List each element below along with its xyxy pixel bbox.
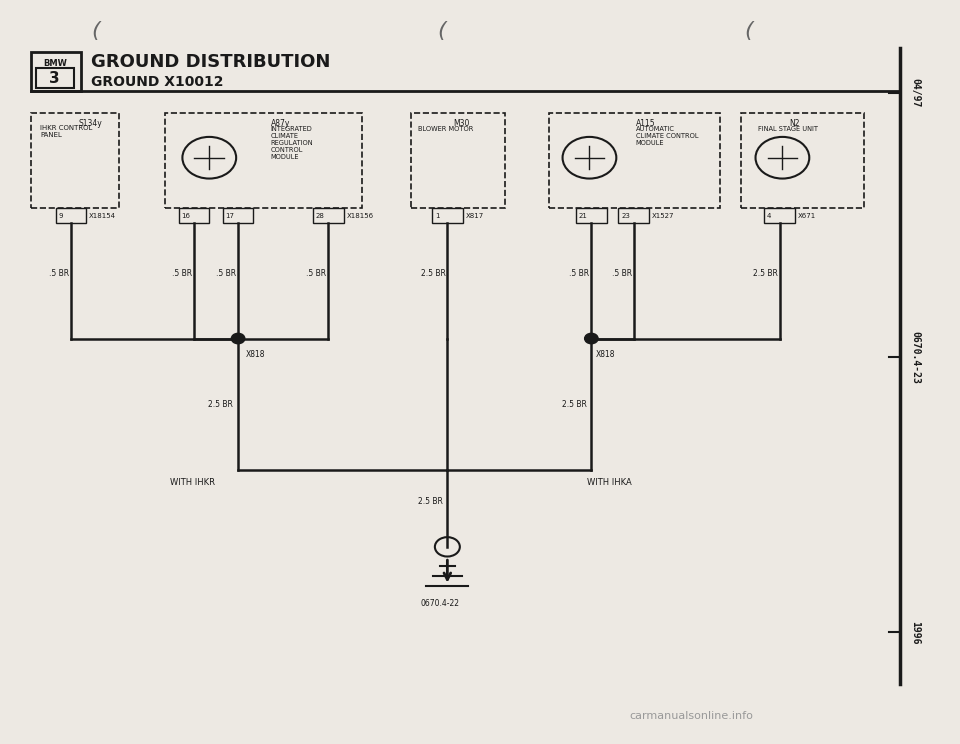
Bar [618,208,649,223]
Text: 0670.4-23: 0670.4-23 [910,330,920,384]
Circle shape [231,333,245,344]
Text: GROUND X10012: GROUND X10012 [91,75,224,89]
Text: A87y: A87y [271,119,290,128]
Text: 2.5 BR: 2.5 BR [753,269,778,278]
Bar [56,208,86,223]
Bar [223,208,253,223]
Text: 16: 16 [181,213,190,219]
Bar [741,113,864,208]
Text: .5 BR: .5 BR [172,269,192,278]
Text: .5 BR: .5 BR [216,269,236,278]
Text: X18154: X18154 [89,213,116,219]
Text: 4: 4 [767,213,772,219]
Text: 17: 17 [226,213,234,219]
Bar [411,113,505,208]
Text: carmanualsonline.info: carmanualsonline.info [629,711,754,721]
Text: GROUND DISTRIBUTION: GROUND DISTRIBUTION [91,54,330,71]
Text: X18156: X18156 [347,213,373,219]
Text: 21: 21 [579,213,588,219]
Bar [31,52,81,91]
Text: 1996: 1996 [910,620,920,644]
Text: WITH IHKA: WITH IHKA [588,478,632,487]
Text: 2.5 BR: 2.5 BR [208,400,233,409]
Text: 1: 1 [435,213,440,219]
Text: S134y: S134y [79,119,103,128]
Bar [36,68,74,88]
Text: 04/97: 04/97 [910,78,920,108]
Text: FINAL STAGE UNIT: FINAL STAGE UNIT [758,126,818,132]
Bar [165,113,362,208]
Bar [313,208,344,223]
Text: 0670.4-22: 0670.4-22 [420,599,460,608]
Text: 2.5 BR: 2.5 BR [420,269,445,278]
Text: X1527: X1527 [652,213,674,219]
Bar [764,208,795,223]
Text: AUTOMATIC
CLIMATE CONTROL
MODULE: AUTOMATIC CLIMATE CONTROL MODULE [636,126,698,147]
Bar [576,208,607,223]
Text: X817: X817 [466,213,484,219]
Text: (: ( [745,22,753,41]
Text: M30: M30 [453,119,469,128]
Text: (: ( [92,22,100,41]
Text: 28: 28 [316,213,324,219]
Text: X818: X818 [246,350,265,359]
Text: INTEGRATED
CLIMATE
REGULATION
CONTROL
MODULE: INTEGRATED CLIMATE REGULATION CONTROL MO… [271,126,313,161]
Circle shape [585,333,598,344]
Text: .5 BR: .5 BR [569,269,589,278]
Text: N2: N2 [789,119,800,128]
Bar [549,113,720,208]
Text: 2.5 BR: 2.5 BR [418,496,443,506]
Text: X818: X818 [596,350,615,359]
Text: .5 BR: .5 BR [49,269,69,278]
Text: WITH IHKR: WITH IHKR [170,478,214,487]
Text: 9: 9 [59,213,63,219]
Text: (: ( [438,22,445,41]
Text: 23: 23 [621,213,630,219]
Text: BLOWER MOTOR: BLOWER MOTOR [418,126,473,132]
Text: 3: 3 [49,71,60,86]
Bar [179,208,209,223]
Text: IHKR CONTROL
PANEL: IHKR CONTROL PANEL [40,125,93,138]
Text: .5 BR: .5 BR [306,269,326,278]
Text: 2.5 BR: 2.5 BR [562,400,587,409]
Text: A115: A115 [636,119,655,128]
Text: X671: X671 [798,213,816,219]
Bar [31,113,119,208]
Bar [432,208,463,223]
Text: .5 BR: .5 BR [612,269,632,278]
Text: BMW: BMW [44,59,67,68]
